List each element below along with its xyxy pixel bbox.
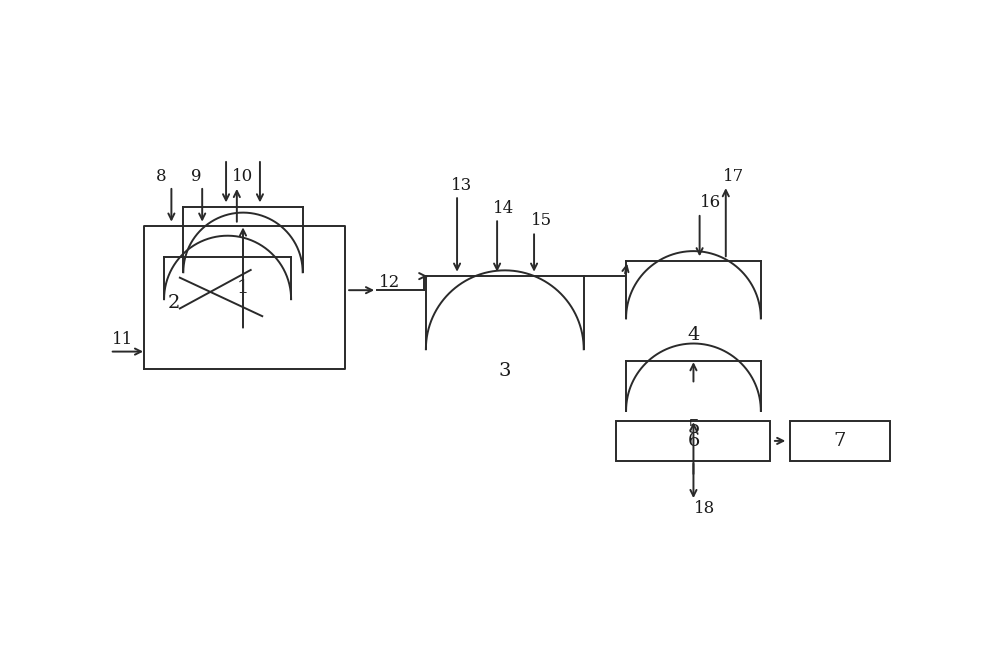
Text: 7: 7 (834, 432, 846, 450)
Text: 12: 12 (379, 274, 400, 291)
Text: 6: 6 (687, 432, 700, 450)
Text: 10: 10 (232, 168, 254, 185)
Text: 9: 9 (191, 168, 201, 185)
Text: 5: 5 (687, 419, 700, 437)
Text: 8: 8 (156, 168, 167, 185)
Text: 13: 13 (451, 177, 472, 194)
Text: 1: 1 (237, 278, 249, 297)
Text: 3: 3 (499, 362, 511, 380)
Text: 11: 11 (112, 331, 134, 348)
Bar (790, 421, 890, 461)
Text: 15: 15 (531, 212, 552, 230)
Bar (616, 421, 770, 461)
Text: 17: 17 (723, 168, 744, 185)
Text: 4: 4 (687, 327, 700, 344)
Text: 16: 16 (700, 194, 721, 211)
Text: 14: 14 (493, 200, 514, 217)
Text: 18: 18 (694, 500, 716, 517)
Text: 2: 2 (168, 294, 180, 312)
